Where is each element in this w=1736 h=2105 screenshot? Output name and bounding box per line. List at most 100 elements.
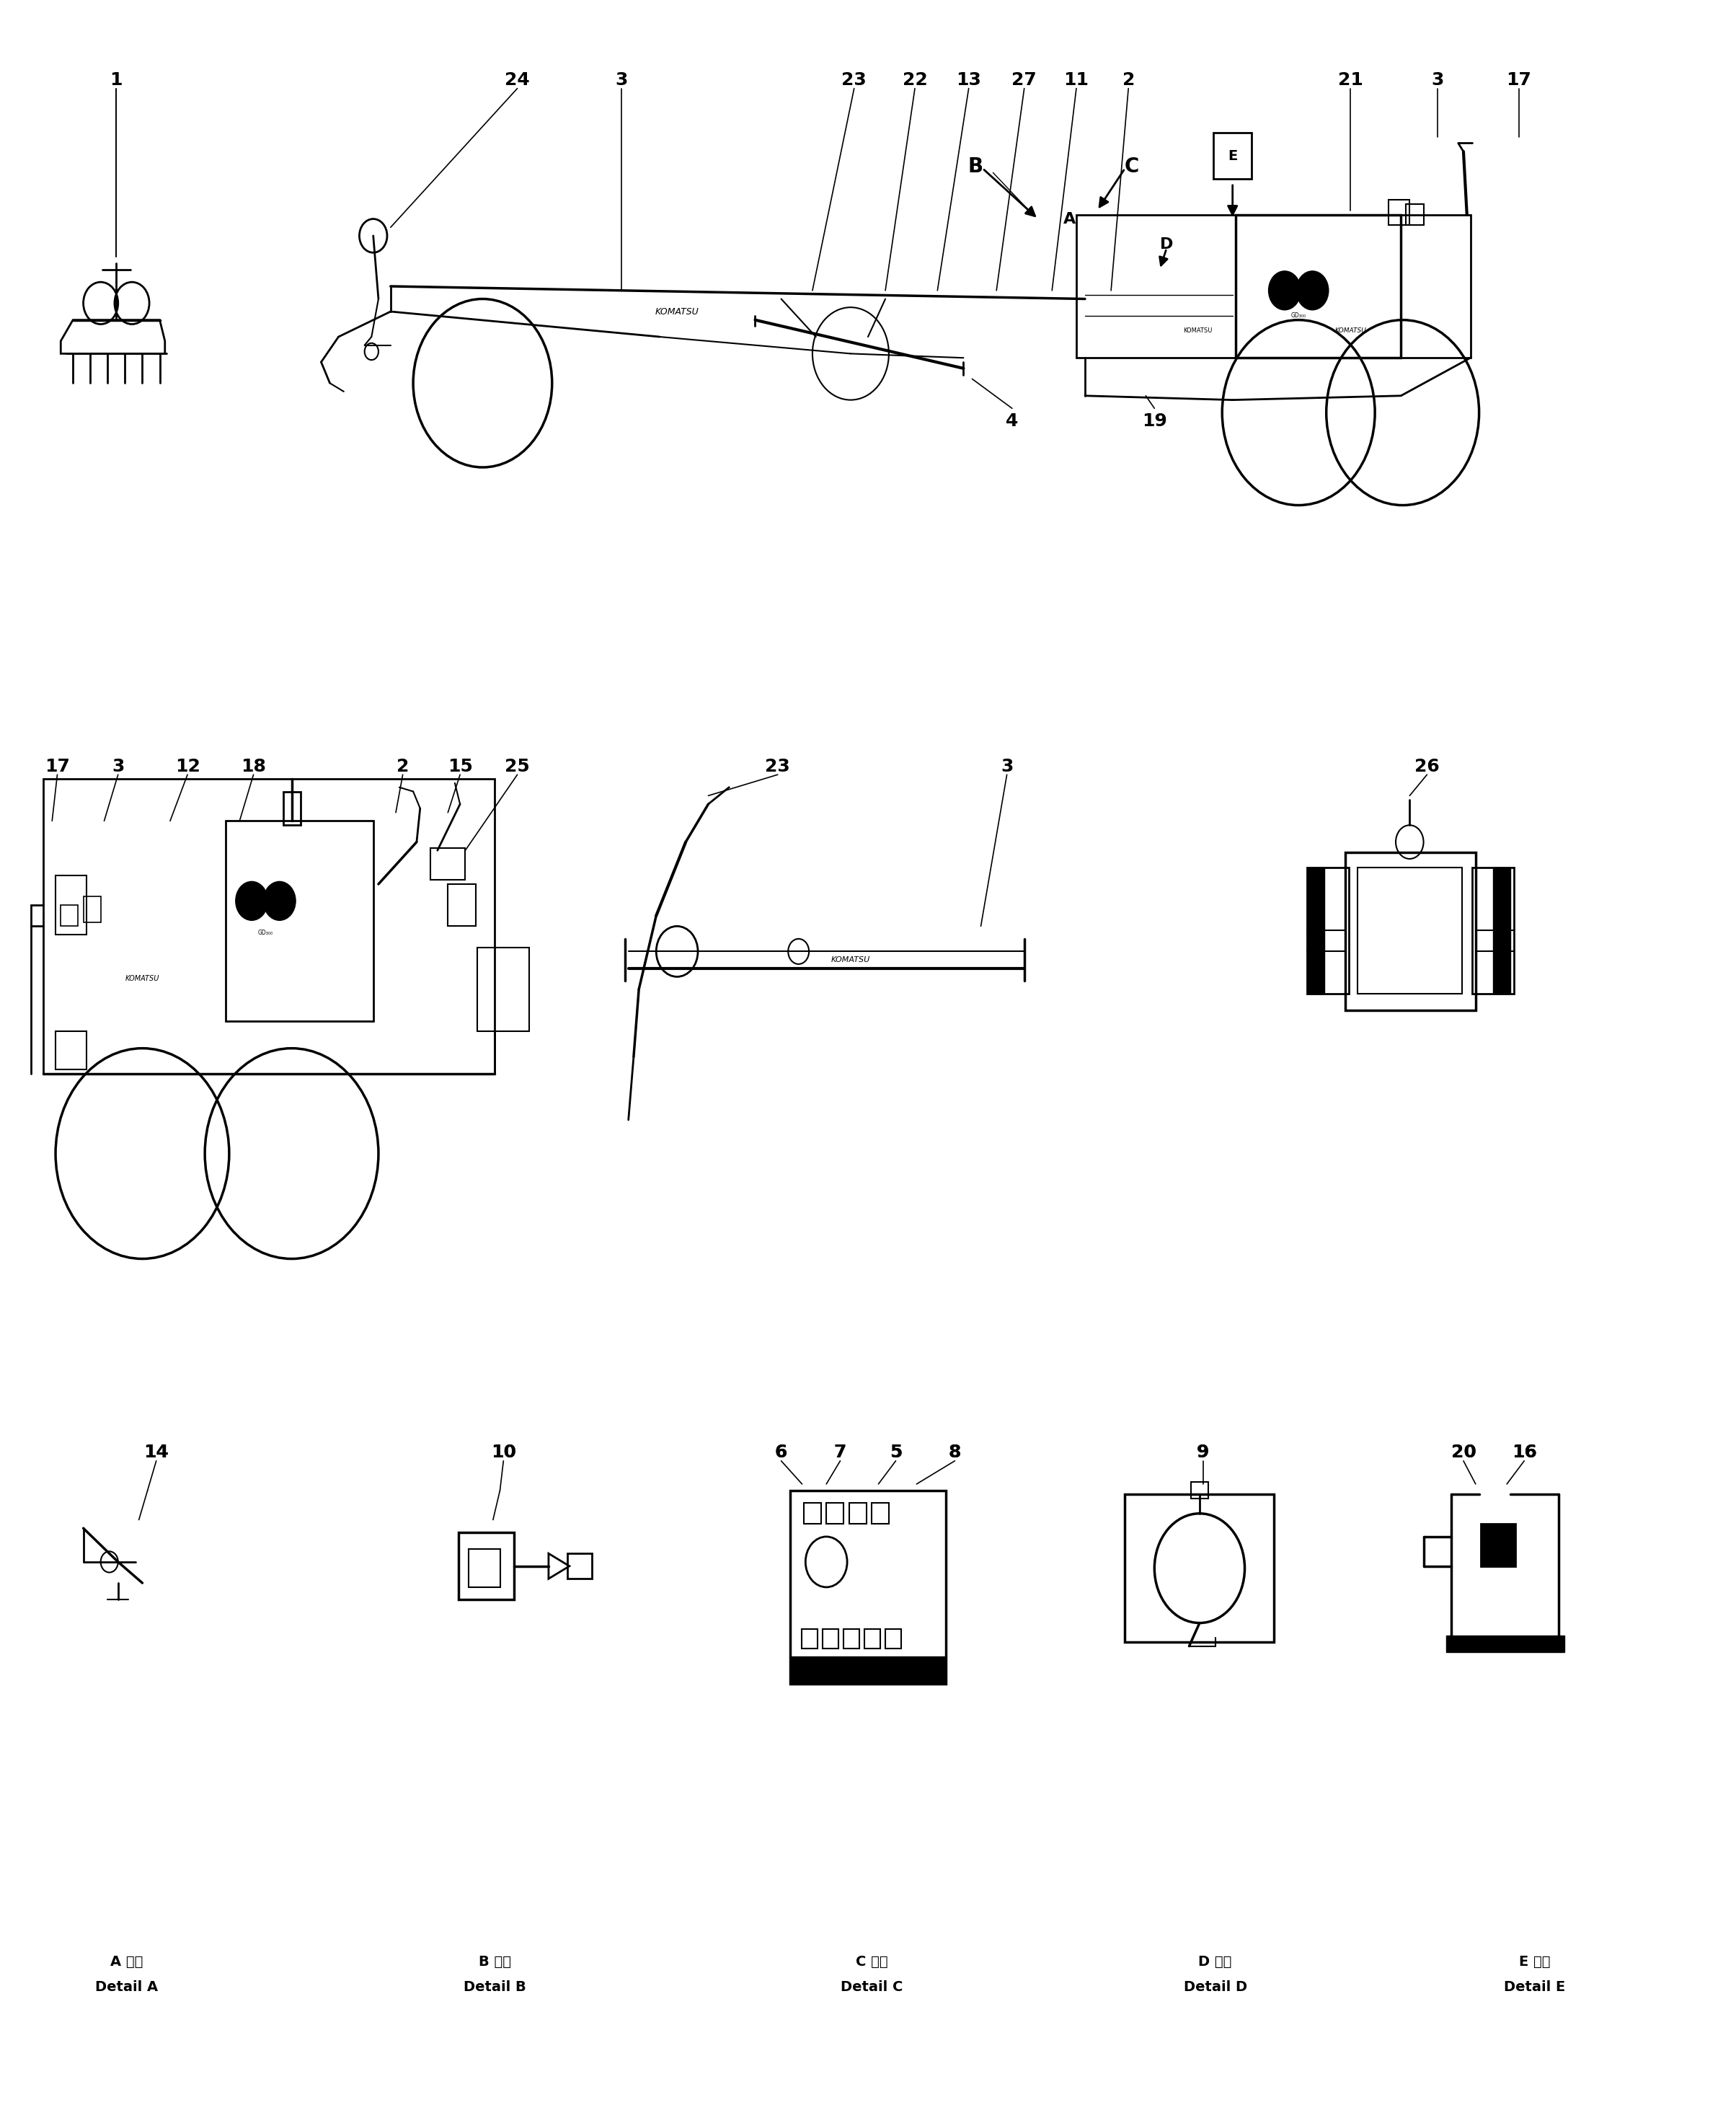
Bar xyxy=(1389,200,1410,225)
Text: C 詳細: C 詳細 xyxy=(856,1956,887,1968)
Text: 5: 5 xyxy=(889,1444,903,1461)
Bar xyxy=(1446,1636,1564,1652)
Text: D 詳細: D 詳細 xyxy=(1198,1956,1233,1968)
Text: E 詳細: E 詳細 xyxy=(1519,1956,1550,1968)
Bar xyxy=(1236,215,1401,358)
Text: 6: 6 xyxy=(774,1444,788,1461)
Text: 18: 18 xyxy=(241,758,266,775)
Text: A 詳細: A 詳細 xyxy=(111,1956,142,1968)
Text: 14: 14 xyxy=(144,1444,168,1461)
Text: Detail A: Detail A xyxy=(95,1981,158,1993)
Text: KOMATSU: KOMATSU xyxy=(832,956,870,964)
Text: Detail E: Detail E xyxy=(1503,1981,1566,1993)
Text: 3: 3 xyxy=(111,758,125,775)
Text: 9: 9 xyxy=(1196,1444,1210,1461)
Bar xyxy=(790,1490,946,1684)
Text: Detail B: Detail B xyxy=(464,1981,526,1993)
Bar xyxy=(1125,1495,1274,1642)
Circle shape xyxy=(1269,272,1300,309)
Text: Detail D: Detail D xyxy=(1184,1981,1246,1993)
Text: 12: 12 xyxy=(175,758,200,775)
Text: 15: 15 xyxy=(448,758,472,775)
Text: B: B xyxy=(969,156,983,177)
Text: B 詳細: B 詳細 xyxy=(479,1956,510,1968)
Text: 9: 9 xyxy=(1196,1444,1210,1461)
Text: C: C xyxy=(1125,156,1139,177)
Text: KOMATSU: KOMATSU xyxy=(125,975,160,983)
Bar xyxy=(885,1629,901,1648)
Text: 8: 8 xyxy=(948,1444,962,1461)
Bar xyxy=(826,1503,844,1524)
Bar xyxy=(1472,867,1514,994)
Bar xyxy=(226,821,373,1021)
Text: 7: 7 xyxy=(833,1444,847,1461)
Text: 14: 14 xyxy=(144,1444,168,1461)
Text: 2: 2 xyxy=(1121,72,1135,88)
Bar xyxy=(56,876,87,935)
Bar xyxy=(477,947,529,1031)
Bar xyxy=(1345,853,1476,1010)
Text: 20: 20 xyxy=(1451,1444,1476,1461)
Text: 7: 7 xyxy=(833,1444,847,1461)
Bar xyxy=(849,1503,866,1524)
Text: 27: 27 xyxy=(1012,72,1036,88)
Text: 11: 11 xyxy=(1064,72,1088,88)
Bar xyxy=(1401,215,1470,358)
Text: D: D xyxy=(1160,238,1174,250)
Text: 19: 19 xyxy=(1142,413,1167,429)
Text: KOMATSU: KOMATSU xyxy=(1335,326,1366,335)
Text: 20: 20 xyxy=(1451,1444,1476,1461)
Text: 16: 16 xyxy=(1512,1444,1536,1461)
Bar xyxy=(1213,133,1252,179)
Text: 21: 21 xyxy=(1338,72,1363,88)
Text: 8: 8 xyxy=(948,1444,962,1461)
Text: E: E xyxy=(1227,149,1238,162)
Text: Detail C: Detail C xyxy=(840,1981,903,1993)
Text: 3: 3 xyxy=(615,72,628,88)
Text: 10: 10 xyxy=(491,1444,516,1461)
Bar xyxy=(83,897,101,922)
Text: 24: 24 xyxy=(505,72,529,88)
Text: 2: 2 xyxy=(396,758,410,775)
Text: 25: 25 xyxy=(505,758,529,775)
Text: GD₃₀₀: GD₃₀₀ xyxy=(259,928,273,937)
Bar xyxy=(1481,1524,1516,1566)
Text: 26: 26 xyxy=(1415,758,1439,775)
Text: 17: 17 xyxy=(1507,72,1531,88)
Circle shape xyxy=(264,882,295,920)
Text: 10: 10 xyxy=(491,1444,516,1461)
Bar xyxy=(1191,1482,1208,1499)
Bar xyxy=(844,1629,859,1648)
Text: 4: 4 xyxy=(1005,413,1019,429)
Text: KOMATSU: KOMATSU xyxy=(1184,326,1212,335)
Bar xyxy=(790,1657,946,1684)
Bar xyxy=(823,1629,838,1648)
Bar xyxy=(1076,215,1236,358)
Text: 22: 22 xyxy=(903,72,927,88)
Bar xyxy=(56,1031,87,1069)
Bar xyxy=(865,1629,880,1648)
Text: GD₃₀₀: GD₃₀₀ xyxy=(1292,312,1305,320)
Bar xyxy=(1307,867,1349,994)
Bar xyxy=(283,791,300,825)
Bar xyxy=(802,1629,818,1648)
Bar xyxy=(469,1549,500,1587)
Bar xyxy=(804,1503,821,1524)
Bar xyxy=(61,905,78,926)
Bar xyxy=(1307,867,1325,994)
Bar xyxy=(1493,867,1510,994)
Text: 23: 23 xyxy=(766,758,790,775)
Text: 16: 16 xyxy=(1512,1444,1536,1461)
Text: A: A xyxy=(1062,213,1076,225)
Bar xyxy=(1358,867,1462,994)
Text: 13: 13 xyxy=(957,72,981,88)
Text: 1: 1 xyxy=(109,72,123,88)
Bar xyxy=(871,1503,889,1524)
Text: 23: 23 xyxy=(842,72,866,88)
Text: 3: 3 xyxy=(1430,72,1444,88)
Bar xyxy=(431,848,465,880)
Bar xyxy=(568,1553,592,1579)
Text: 6: 6 xyxy=(774,1444,788,1461)
Bar xyxy=(458,1532,514,1600)
Bar xyxy=(448,884,476,926)
